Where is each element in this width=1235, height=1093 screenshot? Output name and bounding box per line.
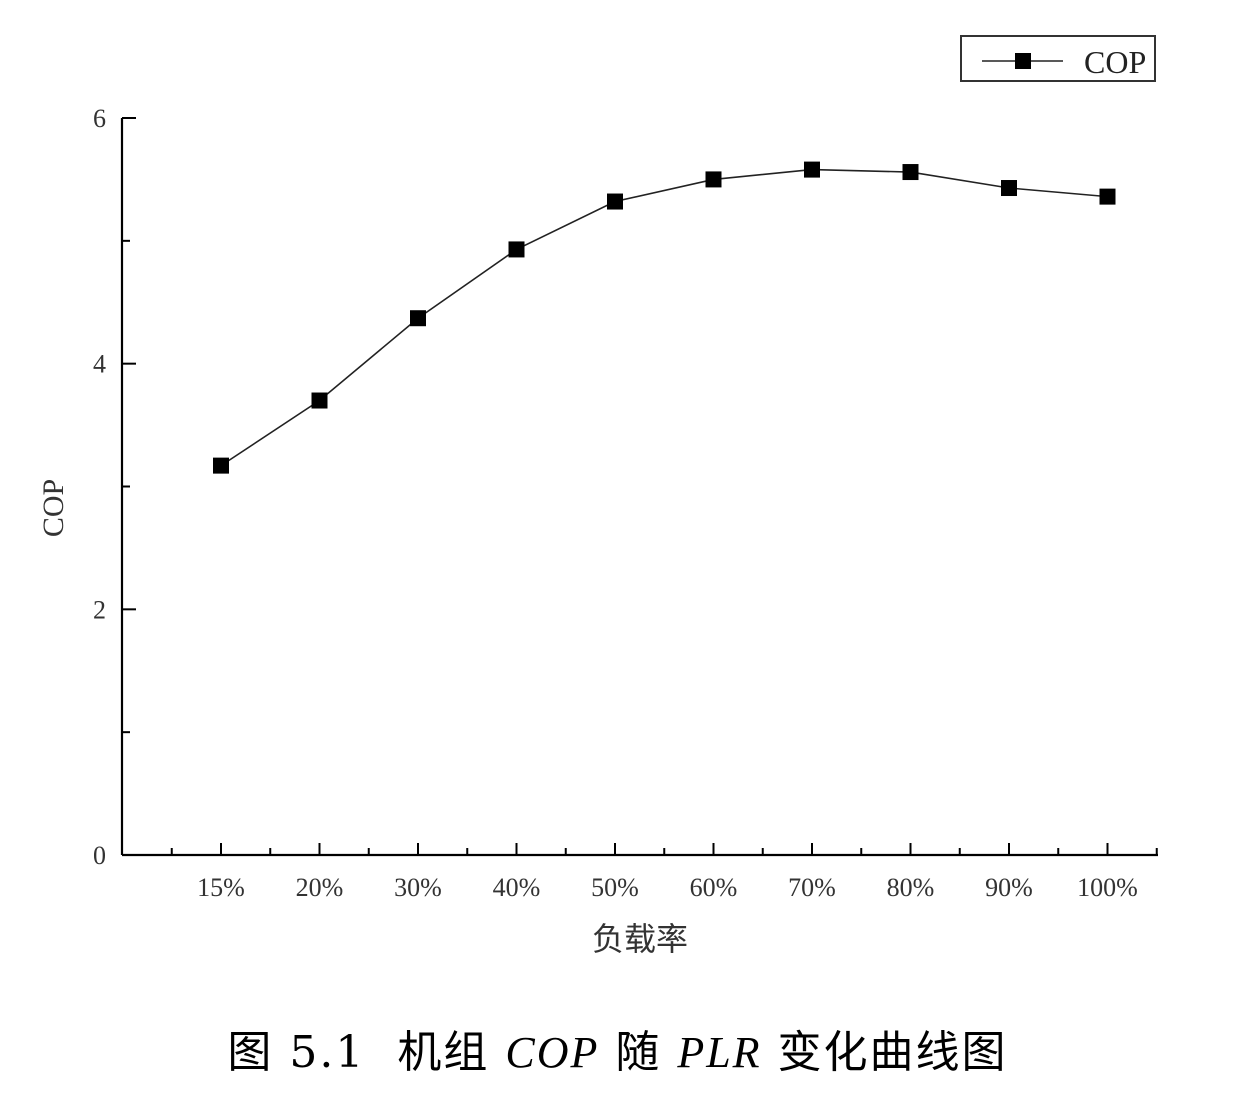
data-point-marker [311,392,328,409]
x-tick-label: 70% [788,873,836,902]
data-point-marker [607,193,623,210]
data-point-marker [1099,188,1116,205]
y-tick-label: 2 [93,595,106,624]
data-point-marker [1001,180,1017,197]
cop-line [220,168,1108,467]
x-tick-label: 100% [1077,873,1138,902]
y-tick-label: 0 [93,841,106,870]
caption-mid: 随 [599,1027,678,1078]
data-point-marker [804,161,820,178]
legend-marker-sample [1015,53,1031,69]
legend-label: COP [1084,44,1146,80]
x-tick-label: 20% [296,873,344,902]
data-point-marker [705,171,722,188]
y-tick-label: 6 [93,104,106,133]
x-tick-label: 15% [197,873,245,902]
y-tick-label: 4 [93,350,106,379]
x-tick-label: 50% [591,873,639,902]
caption-term-cop: COP [505,1028,600,1077]
x-tick-label: 80% [887,873,935,902]
data-point-marker [410,310,426,327]
chart: 0 2 4 6 15% 20% 30% 40% 50% 60% 70% 80% 90% 100% 负载率 CO… [37,35,1158,958]
data-point-marker [508,241,525,258]
x-tick-label: 90% [985,873,1033,902]
data-point-marker [902,164,919,181]
x-tick-label: 30% [394,873,442,902]
x-axis-title: 负载率 [592,920,688,958]
legend-box [960,35,1156,82]
data-point-marker [213,457,229,474]
figure-caption: 图 5.1 机组 COP 随 PLR 变化曲线图 [0,1016,1235,1080]
caption-suffix: 变化曲线图 [761,1027,1008,1078]
caption-prefix: 图 5.1 机组 [227,1027,506,1078]
caption-term-plr: PLR [677,1028,762,1077]
series-cop [213,161,1116,474]
axes: 0 2 4 6 15% 20% 30% 40% 50% 60% 70% 80% 90% 100% 负载率 CO… [37,104,1158,958]
x-tick-label: 40% [493,873,541,902]
legend: COP [960,35,1156,82]
x-tick-label: 60% [690,873,738,902]
y-axis-title: COP [37,479,70,537]
